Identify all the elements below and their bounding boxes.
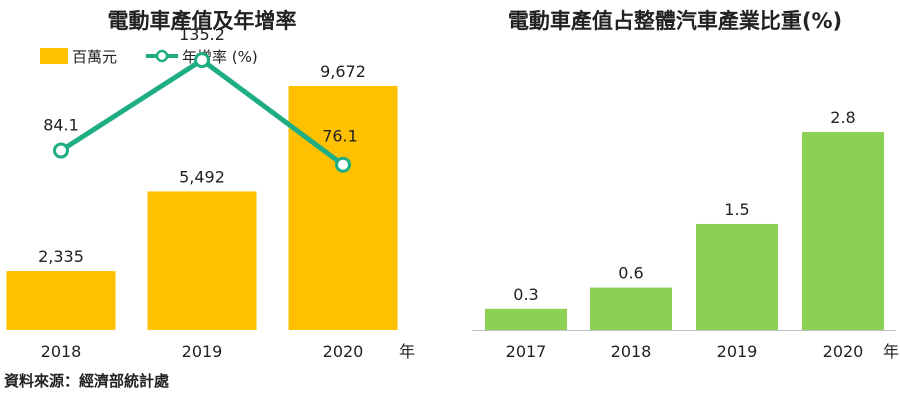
growth-rate-point bbox=[194, 52, 210, 69]
bar-2018-2020-value bbox=[147, 191, 257, 330]
growth-rate-point bbox=[53, 142, 69, 159]
legend-bar-label: 百萬元 bbox=[72, 48, 117, 66]
chart2-title: 電動車產值占整體汽車產業比重(%) bbox=[508, 9, 842, 33]
bar-data-label: 9,672 bbox=[320, 62, 366, 81]
chart1-title: 電動車產值及年增率 bbox=[108, 9, 297, 33]
growth-rate-label: 135.2 bbox=[179, 25, 225, 44]
x-tick-label: 2018 bbox=[41, 342, 82, 361]
x-tick-label: 2018 bbox=[611, 342, 652, 361]
x-tick-label: 2019 bbox=[182, 342, 223, 361]
source-note: 資料來源：經濟部統計處 bbox=[4, 372, 170, 390]
x-tick-label: 2020 bbox=[823, 342, 864, 361]
share-bar-label: 0.3 bbox=[513, 285, 538, 304]
share-bar bbox=[696, 223, 778, 330]
share-bar bbox=[590, 287, 672, 330]
x-tick-label: 2020 bbox=[323, 342, 364, 361]
share-bar-label: 2.8 bbox=[830, 108, 855, 127]
share-bar bbox=[802, 132, 884, 330]
legend-bar-swatch bbox=[40, 48, 68, 64]
x-unit-label: 年 bbox=[399, 342, 415, 361]
growth-rate-label: 84.1 bbox=[43, 116, 79, 135]
growth-rate-label: 76.1 bbox=[322, 127, 358, 146]
x-tick-label: 2019 bbox=[717, 342, 758, 361]
legend-line-marker bbox=[155, 49, 169, 63]
growth-rate-point bbox=[335, 156, 351, 173]
bar-2018-2020-value bbox=[288, 85, 398, 331]
share-bar bbox=[485, 308, 567, 330]
bar-data-label: 5,492 bbox=[179, 167, 225, 186]
bar-data-label: 2,335 bbox=[38, 247, 84, 266]
x-unit-label: 年 bbox=[883, 342, 899, 361]
bar-2018-2020-value bbox=[6, 271, 116, 330]
x-tick-label: 2017 bbox=[506, 342, 547, 361]
share-bar-label: 1.5 bbox=[724, 200, 749, 219]
share-bar-label: 0.6 bbox=[618, 264, 643, 283]
